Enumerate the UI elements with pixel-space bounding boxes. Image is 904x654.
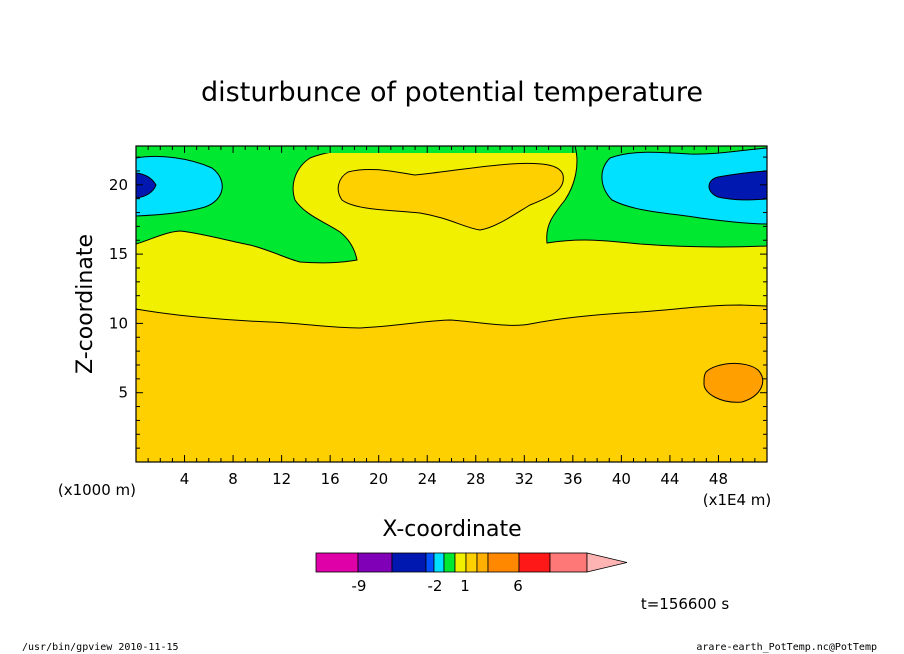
region-cyan-left (136, 155, 223, 217)
colorbar-segment (465, 552, 478, 573)
colorbar-label: 1 (460, 577, 470, 595)
colorbar-extend-arrow (586, 552, 628, 573)
x-tick-label: 24 (418, 470, 437, 488)
colorbar-label: -9 (352, 577, 367, 595)
colorbar-segment (443, 552, 456, 573)
x-axis-label: X-coordinate (382, 517, 521, 542)
contour-field (136, 146, 767, 462)
y-tick-label: 5 (118, 384, 128, 402)
x-unit-label-right: (x1E4 m) (703, 491, 772, 509)
footer-left: /usr/bin/gpview 2010-11-15 (22, 642, 179, 653)
time-label: t=156600 s (641, 595, 729, 613)
colorbar: -9 -2 1 6 (315, 552, 628, 595)
x-tick-label: 36 (563, 470, 582, 488)
x-tick-label: 12 (272, 470, 291, 488)
colorbar-label: -2 (428, 577, 443, 595)
colorbar-label: 6 (513, 577, 523, 595)
colorbar-segment (487, 552, 520, 573)
y-tick-label: 15 (109, 245, 128, 263)
region-orange-upper (337, 162, 564, 231)
y-axis-label: Z-coordinate (73, 234, 98, 374)
colorbar-segment (425, 552, 435, 573)
colorbar-segment (357, 552, 393, 573)
footer-right: arare-earth_PotTemp.nc@PotTemp (696, 642, 877, 653)
x-tick-label: 8 (228, 470, 238, 488)
region-blue-left (136, 172, 157, 199)
region-orange-lower (703, 363, 764, 403)
x-tick-label: 28 (466, 470, 485, 488)
x-tick-label: 20 (369, 470, 388, 488)
colorbar-segment (454, 552, 467, 573)
y-tick-label: 10 (109, 314, 128, 332)
colorbar-segment (518, 552, 551, 573)
colorbar-segment (315, 552, 359, 573)
chart-title: disturbunce of potential temperature (201, 77, 703, 108)
colorbar-segment (476, 552, 489, 573)
x-tick-label: 48 (709, 470, 728, 488)
x-tick-label: 32 (515, 470, 534, 488)
region-blue-right (708, 170, 767, 201)
x-tick-label: 16 (321, 470, 340, 488)
region-cyan-right (601, 147, 767, 225)
x-tick-label: 40 (612, 470, 631, 488)
x-unit-label: (x1000 m) (58, 481, 136, 499)
colorbar-segment (433, 552, 445, 573)
x-tick-label: 44 (660, 470, 679, 488)
y-tick-label: 20 (109, 176, 128, 194)
colorbar-segment (549, 552, 588, 573)
x-tick-label: 4 (180, 470, 190, 488)
colorbar-segment (391, 552, 427, 573)
